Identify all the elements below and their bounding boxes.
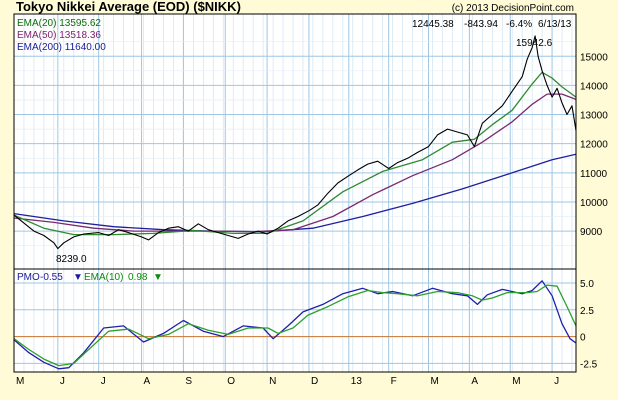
price-tick-label: 14000	[580, 81, 608, 92]
tick-labels: M J J A S O N D 13 F M A M J 9000 10000 11000 12000 13000 1…	[16, 52, 608, 387]
x-tick-label: F	[391, 376, 397, 387]
low-annotation: 8239.0	[56, 254, 87, 265]
x-tick-label: O	[227, 376, 235, 387]
x-tick-label: A	[144, 376, 151, 387]
price-tick-label: 9000	[580, 227, 603, 238]
ema200-line	[13, 153, 577, 233]
price-tick-label: 11000	[580, 169, 608, 180]
x-tick-label: J	[101, 376, 106, 387]
pmo-ema-down-arrow-icon: ▼	[153, 272, 163, 283]
price-tick-label: 13000	[580, 111, 608, 122]
x-tick-label: S	[185, 376, 192, 387]
pmo-line	[13, 280, 577, 370]
x-tick-label: M	[431, 376, 439, 387]
x-tick-label: J	[554, 376, 559, 387]
chart-title: Tokyo Nikkei Average (EOD) ($NIKK)	[16, 0, 241, 14]
quote-pct: -6.4%	[506, 19, 532, 30]
copyright: (c) 2013 DecisionPoint.com	[452, 3, 574, 14]
pmo-value: -0.55	[40, 272, 63, 283]
x-tick-label: A	[471, 376, 478, 387]
high-annotation: 15942.6	[516, 38, 553, 49]
quote-date: 6/13/13	[538, 19, 572, 30]
series-layer	[13, 35, 577, 370]
x-tick-label: N	[269, 376, 276, 387]
pmo-tick-label: 2.5	[580, 306, 594, 317]
price-tick-label: 10000	[580, 198, 608, 209]
pmo-tick-label: 0	[580, 333, 586, 344]
legend-ema20: EMA(20) 13595.62	[17, 18, 101, 29]
pmo-tick-label: 5.0	[580, 279, 594, 290]
legend-ema200: EMA(200) 11640.00	[17, 42, 106, 53]
x-tick-label: 13	[351, 376, 363, 387]
x-tick-label: M	[512, 376, 520, 387]
x-tick-label: M	[16, 376, 24, 387]
price-tick-label: 15000	[580, 52, 608, 63]
quote-change: -843.94	[464, 19, 498, 30]
x-tick-label: J	[60, 376, 65, 387]
pmo-down-arrow-icon: ▼	[73, 272, 83, 283]
pmo-ema-line	[13, 284, 577, 367]
pmo-label: PMO	[17, 272, 40, 283]
pmo-ema-label: EMA(10)	[84, 272, 123, 283]
pmo-ema-value: 0.98	[128, 272, 148, 283]
price-line	[13, 35, 577, 250]
ema20-line	[13, 71, 577, 236]
price-tick-label: 12000	[580, 140, 608, 151]
ema50-line	[13, 93, 577, 233]
x-tick-label: D	[311, 376, 318, 387]
legend-ema50: EMA(50) 13518.36	[17, 30, 101, 41]
quote-last: 12445.38	[412, 19, 454, 30]
pmo-tick-label: -2.5	[580, 359, 598, 370]
